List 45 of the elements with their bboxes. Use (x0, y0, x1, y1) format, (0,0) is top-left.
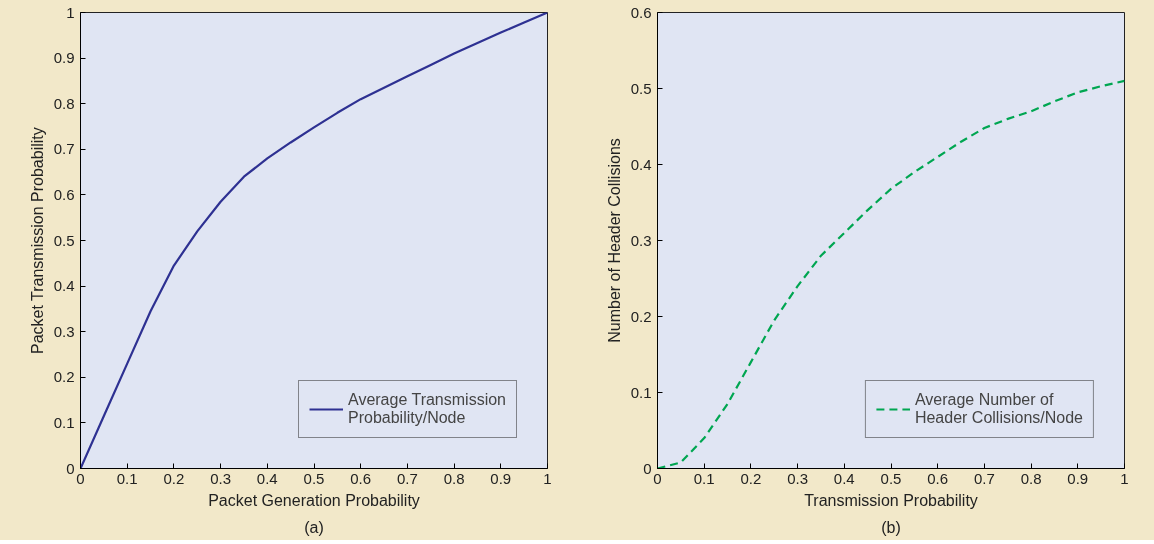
y-tick-label: 0.3 (53, 322, 75, 340)
x-tick-label: 0.5 (880, 469, 902, 487)
x-axis-title: Transmission Probability (804, 491, 978, 509)
x-tick-label: 0.6 (927, 469, 949, 487)
y-tick-label: 0.7 (53, 140, 75, 158)
y-tick-label: 0.2 (630, 307, 652, 325)
x-tick-label: 0.8 (443, 469, 465, 487)
x-tick-label: 0.6 (350, 469, 372, 487)
y-tick-label: 1 (66, 3, 75, 21)
text: (b) (881, 518, 901, 536)
x-tick-label: 0.9 (490, 469, 512, 487)
y-tick-label: 0.1 (53, 413, 75, 431)
x-axis-title: Packet Generation Probability (208, 491, 420, 509)
x-tick-label: 0.1 (116, 469, 138, 487)
x-tick-label: 1 (543, 469, 552, 487)
x-tick-label: 0.1 (693, 469, 715, 487)
y-tick-label: 0.2 (53, 368, 75, 386)
x-tick-label: 0.5 (303, 469, 325, 487)
y-axis-title: Number of Header Collisions (605, 138, 623, 343)
y-tick-label: 0.5 (53, 231, 75, 249)
x-tick-label: 0.9 (1067, 469, 1089, 487)
y-tick-label: 0.6 (630, 3, 652, 21)
y-tick-label: 0.4 (53, 277, 75, 295)
line-series (80, 12, 548, 469)
legend-label: Average Number of Header Collisions/Node (914, 391, 1083, 427)
y-tick-label: 0.6 (53, 185, 75, 203)
y-tick-label: 0.1 (630, 383, 652, 401)
y-axis-title: Packet Transmission Probability (28, 127, 46, 355)
y-tick-label: 0.3 (630, 231, 652, 249)
x-tick-label: 0.3 (210, 469, 232, 487)
y-tick-label: 0.4 (630, 155, 652, 173)
y-tick-label: 0.5 (630, 79, 652, 97)
y-tick-label: 0.9 (53, 49, 75, 67)
x-tick-label: 0.2 (740, 469, 762, 487)
x-tick-label: 0.7 (973, 469, 995, 487)
x-tick-label: 0.4 (833, 469, 855, 487)
x-tick-label: 0.3 (787, 469, 809, 487)
x-tick-label: 0.8 (1020, 469, 1042, 487)
x-tick-label: 0.2 (163, 469, 185, 487)
x-tick-label: 1 (1120, 469, 1129, 487)
y-tick-label: 0.8 (53, 94, 75, 112)
text: (a) (304, 518, 324, 536)
x-tick-label: 0.4 (256, 469, 278, 487)
x-tick-label: 0.7 (396, 469, 418, 487)
legend-label: Average Transmission Probability/Node (348, 391, 506, 427)
